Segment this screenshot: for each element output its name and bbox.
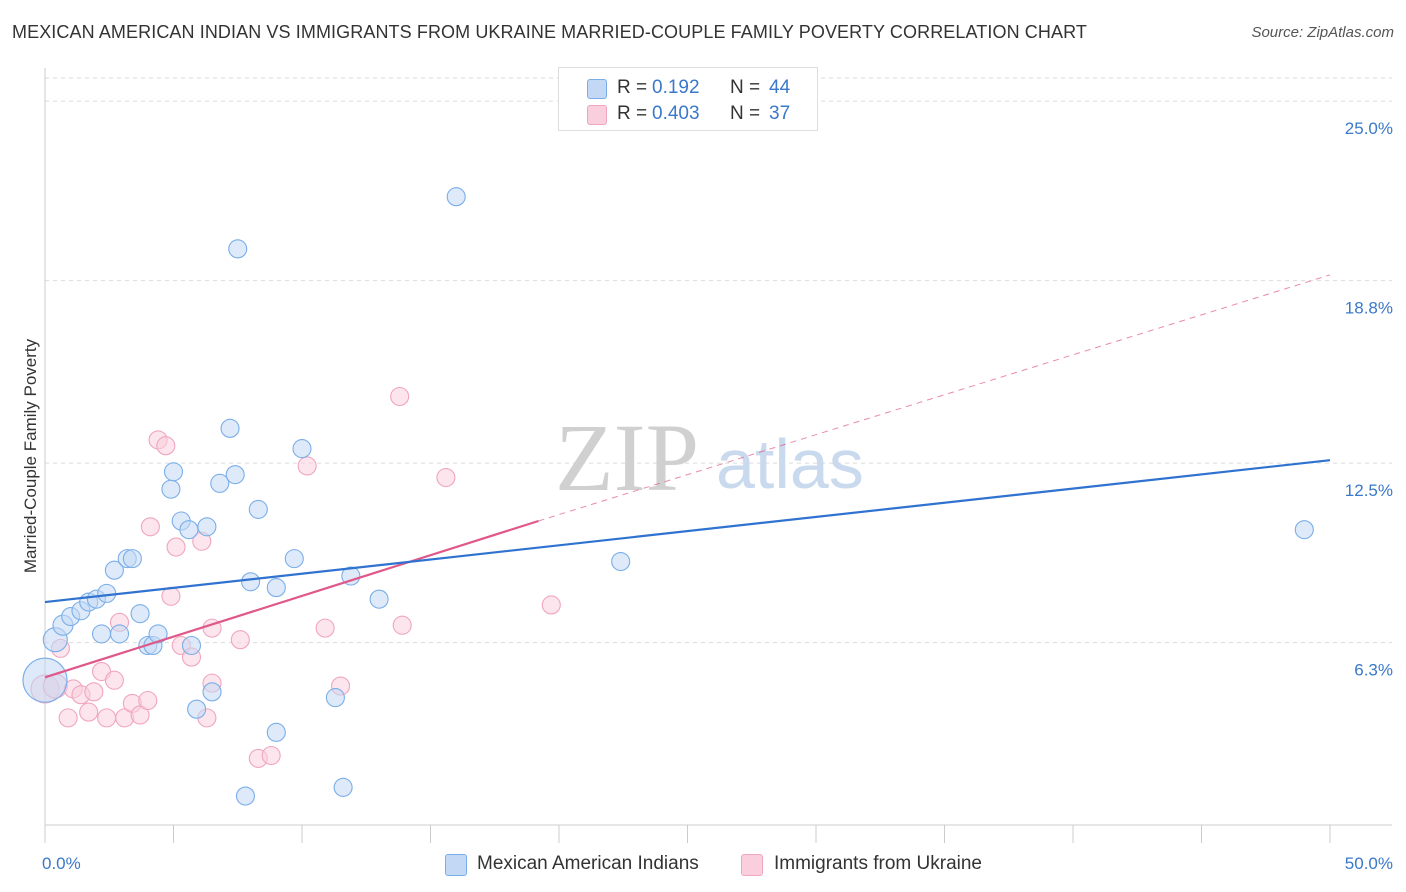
point-immigrants-from-ukraine bbox=[261, 745, 281, 766]
point-mexican-american-indians bbox=[122, 549, 142, 569]
point-immigrants-from-ukraine bbox=[84, 682, 104, 702]
point-immigrants-from-ukraine bbox=[392, 615, 412, 635]
point-mexican-american-indians bbox=[325, 688, 345, 708]
tick-labels: 25.0% 18.8% 12.5% 6.3% 0.0% 50.0% bbox=[42, 119, 1393, 873]
n-value: 37 bbox=[769, 103, 791, 124]
gridlines bbox=[45, 77, 1392, 644]
point-immigrants-from-ukraine bbox=[230, 630, 250, 650]
point-mexican-american-indians bbox=[333, 777, 353, 797]
point-mexican-american-indians bbox=[1294, 520, 1314, 540]
x-tick-label: 0.0% bbox=[42, 854, 81, 873]
n-label: N = bbox=[730, 77, 761, 98]
r-value: 0.192 bbox=[652, 77, 700, 98]
r-label: R = bbox=[617, 103, 648, 124]
point-immigrants-from-ukraine bbox=[166, 537, 186, 557]
point-immigrants-from-ukraine bbox=[436, 468, 456, 488]
point-mexican-american-indians bbox=[97, 583, 117, 603]
point-mexican-american-indians bbox=[225, 465, 245, 485]
y-tick-label: 25.0% bbox=[1345, 119, 1393, 138]
point-mexican-american-indians bbox=[202, 682, 222, 702]
correlation-stats-box: R = 0.192 N = 44 R = 0.403 N = 37 bbox=[558, 67, 818, 131]
scatter-points bbox=[22, 187, 1314, 806]
watermark: ZIP atlas bbox=[555, 404, 864, 511]
point-mexican-american-indians bbox=[266, 722, 286, 742]
point-immigrants-from-ukraine bbox=[390, 386, 410, 407]
point-mexican-american-indians bbox=[109, 624, 130, 644]
point-mexican-american-indians bbox=[446, 187, 466, 207]
stats-row-mexican-american-indians: R = 0.192 N = 44 bbox=[559, 75, 817, 101]
x-tick-label: 50.0% bbox=[1345, 854, 1393, 873]
point-mexican-american-indians bbox=[148, 624, 168, 644]
y-tick-label: 12.5% bbox=[1345, 481, 1393, 500]
point-immigrants-from-ukraine bbox=[541, 595, 561, 615]
point-mexican-american-indians bbox=[611, 551, 631, 572]
point-immigrants-from-ukraine bbox=[297, 456, 317, 476]
point-mexican-american-indians bbox=[22, 657, 68, 703]
legend-swatch-blue bbox=[445, 854, 467, 876]
legend-label: Immigrants from Ukraine bbox=[774, 853, 982, 874]
point-mexican-american-indians bbox=[228, 239, 248, 259]
point-mexican-american-indians bbox=[210, 473, 230, 493]
trendline-mexican-american-indians bbox=[44, 459, 1331, 604]
trendline-ukraine bbox=[44, 519, 539, 679]
trendline-ukraine-extrapolated bbox=[538, 274, 1331, 522]
legend-label: Mexican American Indians bbox=[477, 853, 699, 874]
point-immigrants-from-ukraine bbox=[161, 586, 181, 606]
stats-row-immigrants-from-ukraine: R = 0.403 N = 37 bbox=[559, 101, 817, 127]
point-mexican-american-indians bbox=[161, 479, 181, 499]
point-immigrants-from-ukraine bbox=[58, 708, 78, 728]
watermark-zip: ZIP bbox=[555, 404, 699, 511]
point-immigrants-from-ukraine bbox=[138, 690, 158, 711]
point-immigrants-from-ukraine bbox=[315, 618, 335, 638]
point-mexican-american-indians bbox=[369, 589, 389, 609]
trend-lines bbox=[44, 274, 1331, 679]
series-swatch-blue bbox=[587, 79, 607, 99]
point-mexican-american-indians bbox=[292, 439, 312, 459]
point-immigrants-from-ukraine bbox=[140, 517, 160, 537]
point-mexican-american-indians bbox=[248, 499, 268, 519]
point-mexican-american-indians bbox=[181, 635, 202, 656]
point-mexican-american-indians bbox=[104, 560, 124, 580]
source-credit: Source: ZipAtlas.com bbox=[1251, 24, 1394, 41]
point-mexican-american-indians bbox=[179, 520, 199, 540]
n-label: N = bbox=[730, 103, 761, 124]
point-mexican-american-indians bbox=[130, 604, 150, 624]
legend-swatch-pink bbox=[741, 854, 763, 876]
point-mexican-american-indians bbox=[91, 624, 112, 644]
point-mexican-american-indians bbox=[235, 786, 256, 806]
point-mexican-american-indians bbox=[241, 572, 261, 592]
point-mexican-american-indians bbox=[284, 549, 304, 569]
n-value: 44 bbox=[769, 77, 791, 98]
point-mexican-american-indians bbox=[220, 418, 240, 438]
y-tick-label: 6.3% bbox=[1354, 661, 1393, 680]
point-mexican-american-indians bbox=[197, 517, 217, 537]
r-label: R = bbox=[617, 77, 648, 98]
point-immigrants-from-ukraine bbox=[104, 670, 124, 690]
point-mexican-american-indians bbox=[266, 578, 286, 598]
y-tick-label: 18.8% bbox=[1345, 299, 1393, 318]
point-immigrants-from-ukraine bbox=[97, 708, 117, 728]
point-mexican-american-indians bbox=[187, 699, 207, 719]
watermark-atlas: atlas bbox=[716, 425, 864, 503]
point-immigrants-from-ukraine bbox=[79, 702, 99, 722]
r-value: 0.403 bbox=[652, 103, 700, 124]
point-immigrants-from-ukraine bbox=[156, 436, 176, 456]
point-mexican-american-indians bbox=[163, 462, 184, 482]
chart-title: MEXICAN AMERICAN INDIAN VS IMMIGRANTS FR… bbox=[12, 22, 1087, 42]
point-mexican-american-indians bbox=[341, 566, 361, 586]
series-swatch-pink bbox=[587, 105, 607, 125]
